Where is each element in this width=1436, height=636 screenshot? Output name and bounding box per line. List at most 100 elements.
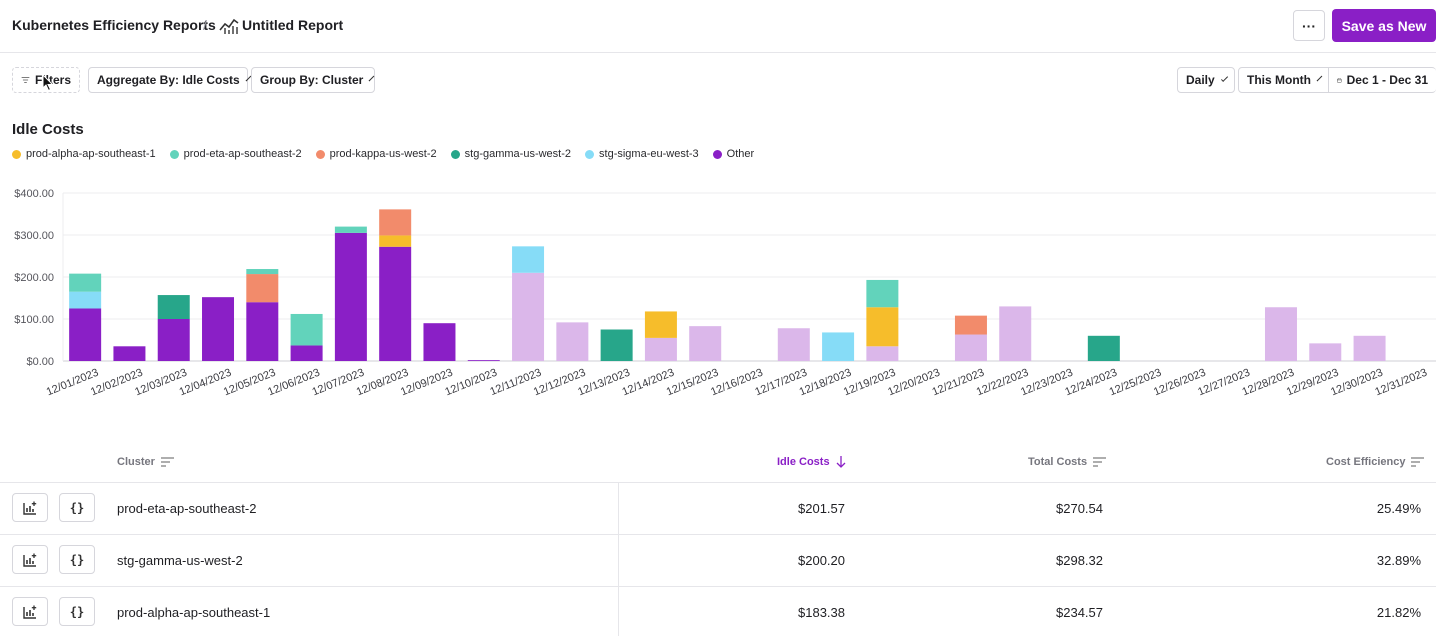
date-range-label: This Month	[1247, 73, 1311, 87]
cell-idle-costs: $200.20	[798, 553, 845, 568]
bar-segment[interactable]	[69, 273, 102, 292]
legend-item[interactable]: prod-alpha-ap-southeast-1	[12, 146, 156, 162]
legend-label: prod-kappa-us-west-2	[329, 148, 437, 160]
legend-color-dot	[585, 149, 595, 159]
save-as-new-button[interactable]: Save as New	[1332, 9, 1436, 42]
legend-item[interactable]: prod-kappa-us-west-2	[315, 146, 437, 162]
legend-item[interactable]: stg-sigma-eu-west-3	[585, 146, 699, 162]
bar-segment[interactable]	[69, 291, 102, 309]
legend-item[interactable]: stg-gamma-us-west-2	[450, 146, 571, 162]
line-chart-icon	[219, 18, 239, 34]
column-label-idle-costs: Idle Costs	[777, 456, 830, 468]
bar-segment[interactable]	[999, 306, 1032, 361]
chevron-down-icon	[1316, 75, 1323, 81]
legend-item[interactable]: Other	[712, 146, 754, 162]
filter-icon	[21, 77, 30, 83]
column-divider	[618, 535, 619, 587]
bar-segment[interactable]	[379, 235, 412, 247]
bar-segment[interactable]	[379, 246, 412, 361]
arrow-down-icon	[836, 456, 846, 468]
group-by-label: Group By: Cluster	[260, 73, 364, 87]
chart-add-button[interactable]	[12, 493, 48, 522]
bar-segment[interactable]	[556, 322, 589, 361]
cell-total-costs: $270.54	[1056, 501, 1103, 516]
bar-segment[interactable]	[157, 319, 190, 361]
bar-segment[interactable]	[644, 311, 677, 338]
bar-segment[interactable]	[334, 226, 367, 233]
column-divider	[618, 587, 619, 636]
bar-segment[interactable]	[954, 315, 987, 335]
column-header-cluster[interactable]: Cluster	[117, 456, 174, 468]
bar-segment[interactable]	[334, 232, 367, 361]
aggregate-by-label: Aggregate By: Idle Costs	[97, 73, 240, 87]
bar-segment[interactable]	[290, 345, 323, 361]
column-header-idle-costs[interactable]: Idle Costs	[777, 456, 846, 468]
breadcrumb-root[interactable]: Kubernetes Efficiency Reports	[12, 17, 216, 33]
code-braces-button[interactable]: {}	[59, 493, 95, 522]
date-picker-label: Dec 1 - Dec 31	[1346, 73, 1428, 87]
column-header-total-costs[interactable]: Total Costs	[1028, 456, 1107, 468]
column-label-total-costs: Total Costs	[1028, 456, 1088, 468]
code-braces-button[interactable]: {}	[59, 545, 95, 574]
aggregate-by-dropdown[interactable]: Aggregate By: Idle Costs	[88, 67, 252, 93]
chart-add-button[interactable]	[12, 597, 48, 626]
y-tick-label: $400.00	[14, 188, 54, 200]
cell-cost-efficiency: 32.89%	[1376, 553, 1421, 568]
bar-segment[interactable]	[512, 272, 545, 361]
table-row[interactable]: {} stg-gamma-us-west-2 $200.20 $298.32 3…	[0, 535, 1436, 587]
cell-cluster: stg-gamma-us-west-2	[117, 553, 243, 568]
bar-segment[interactable]	[423, 323, 456, 361]
bar-segment[interactable]	[69, 308, 102, 362]
bar-segment[interactable]	[246, 302, 279, 361]
bar-segment[interactable]	[866, 307, 899, 347]
cell-total-costs: $298.32	[1056, 553, 1103, 568]
bar-segment[interactable]	[1309, 343, 1342, 361]
column-header-cost-efficiency[interactable]: Cost Efficiency	[1326, 456, 1425, 468]
date-picker-button[interactable]: Dec 1 - Dec 31	[1328, 67, 1436, 93]
chart-add-icon	[23, 553, 37, 567]
group-by-dropdown[interactable]: Group By: Cluster	[251, 67, 375, 93]
chart-title: Idle Costs	[12, 121, 84, 138]
bar-segment[interactable]	[777, 328, 810, 361]
bar-segment[interactable]	[246, 274, 279, 303]
cell-idle-costs: $201.57	[798, 501, 845, 516]
legend-item[interactable]: prod-eta-ap-southeast-2	[169, 146, 302, 162]
table-row[interactable]: {} prod-alpha-ap-southeast-1 $183.38 $23…	[0, 587, 1436, 636]
y-tick-label: $0.00	[26, 356, 54, 368]
breadcrumb-separator: /	[203, 17, 207, 33]
granularity-dropdown[interactable]: Daily	[1177, 67, 1235, 93]
bar-segment[interactable]	[600, 329, 633, 362]
bar-segment[interactable]	[246, 269, 279, 275]
code-braces-button[interactable]: {}	[59, 597, 95, 626]
bar-segment[interactable]	[467, 360, 500, 361]
bar-segment[interactable]	[822, 332, 855, 361]
table-row[interactable]: {} prod-eta-ap-southeast-2 $201.57 $270.…	[0, 483, 1436, 535]
chart-legend: prod-alpha-ap-southeast-1 prod-eta-ap-sou…	[12, 146, 768, 162]
y-tick-label: $300.00	[14, 230, 54, 242]
bar-segment[interactable]	[644, 337, 677, 361]
date-range-dropdown[interactable]: This Month	[1238, 67, 1329, 93]
report-title[interactable]: Untitled Report	[242, 17, 344, 33]
bar-segment[interactable]	[202, 297, 235, 361]
more-options-button[interactable]: ···	[1293, 10, 1325, 41]
legend-color-dot	[712, 149, 722, 159]
bar-segment[interactable]	[290, 313, 323, 346]
bar-segment[interactable]	[1087, 335, 1120, 361]
legend-color-dot	[315, 149, 325, 159]
chart-add-button[interactable]	[12, 545, 48, 574]
bar-segment[interactable]	[866, 346, 899, 361]
bar-segment[interactable]	[1264, 307, 1297, 361]
bar-segment[interactable]	[866, 279, 899, 308]
bar-segment[interactable]	[512, 246, 545, 273]
bar-segment[interactable]	[689, 326, 722, 361]
column-label-cost-efficiency: Cost Efficiency	[1326, 456, 1406, 468]
bar-segment[interactable]	[157, 295, 190, 319]
bar-segment[interactable]	[113, 346, 146, 361]
bar-segment[interactable]	[1353, 335, 1386, 361]
legend-color-dot	[450, 149, 460, 159]
bar-segment[interactable]	[379, 209, 412, 236]
cell-cost-efficiency: 21.82%	[1376, 605, 1421, 620]
bar-segment[interactable]	[954, 334, 987, 361]
cell-cost-efficiency: 25.49%	[1376, 501, 1421, 516]
chart-add-icon	[23, 501, 37, 515]
